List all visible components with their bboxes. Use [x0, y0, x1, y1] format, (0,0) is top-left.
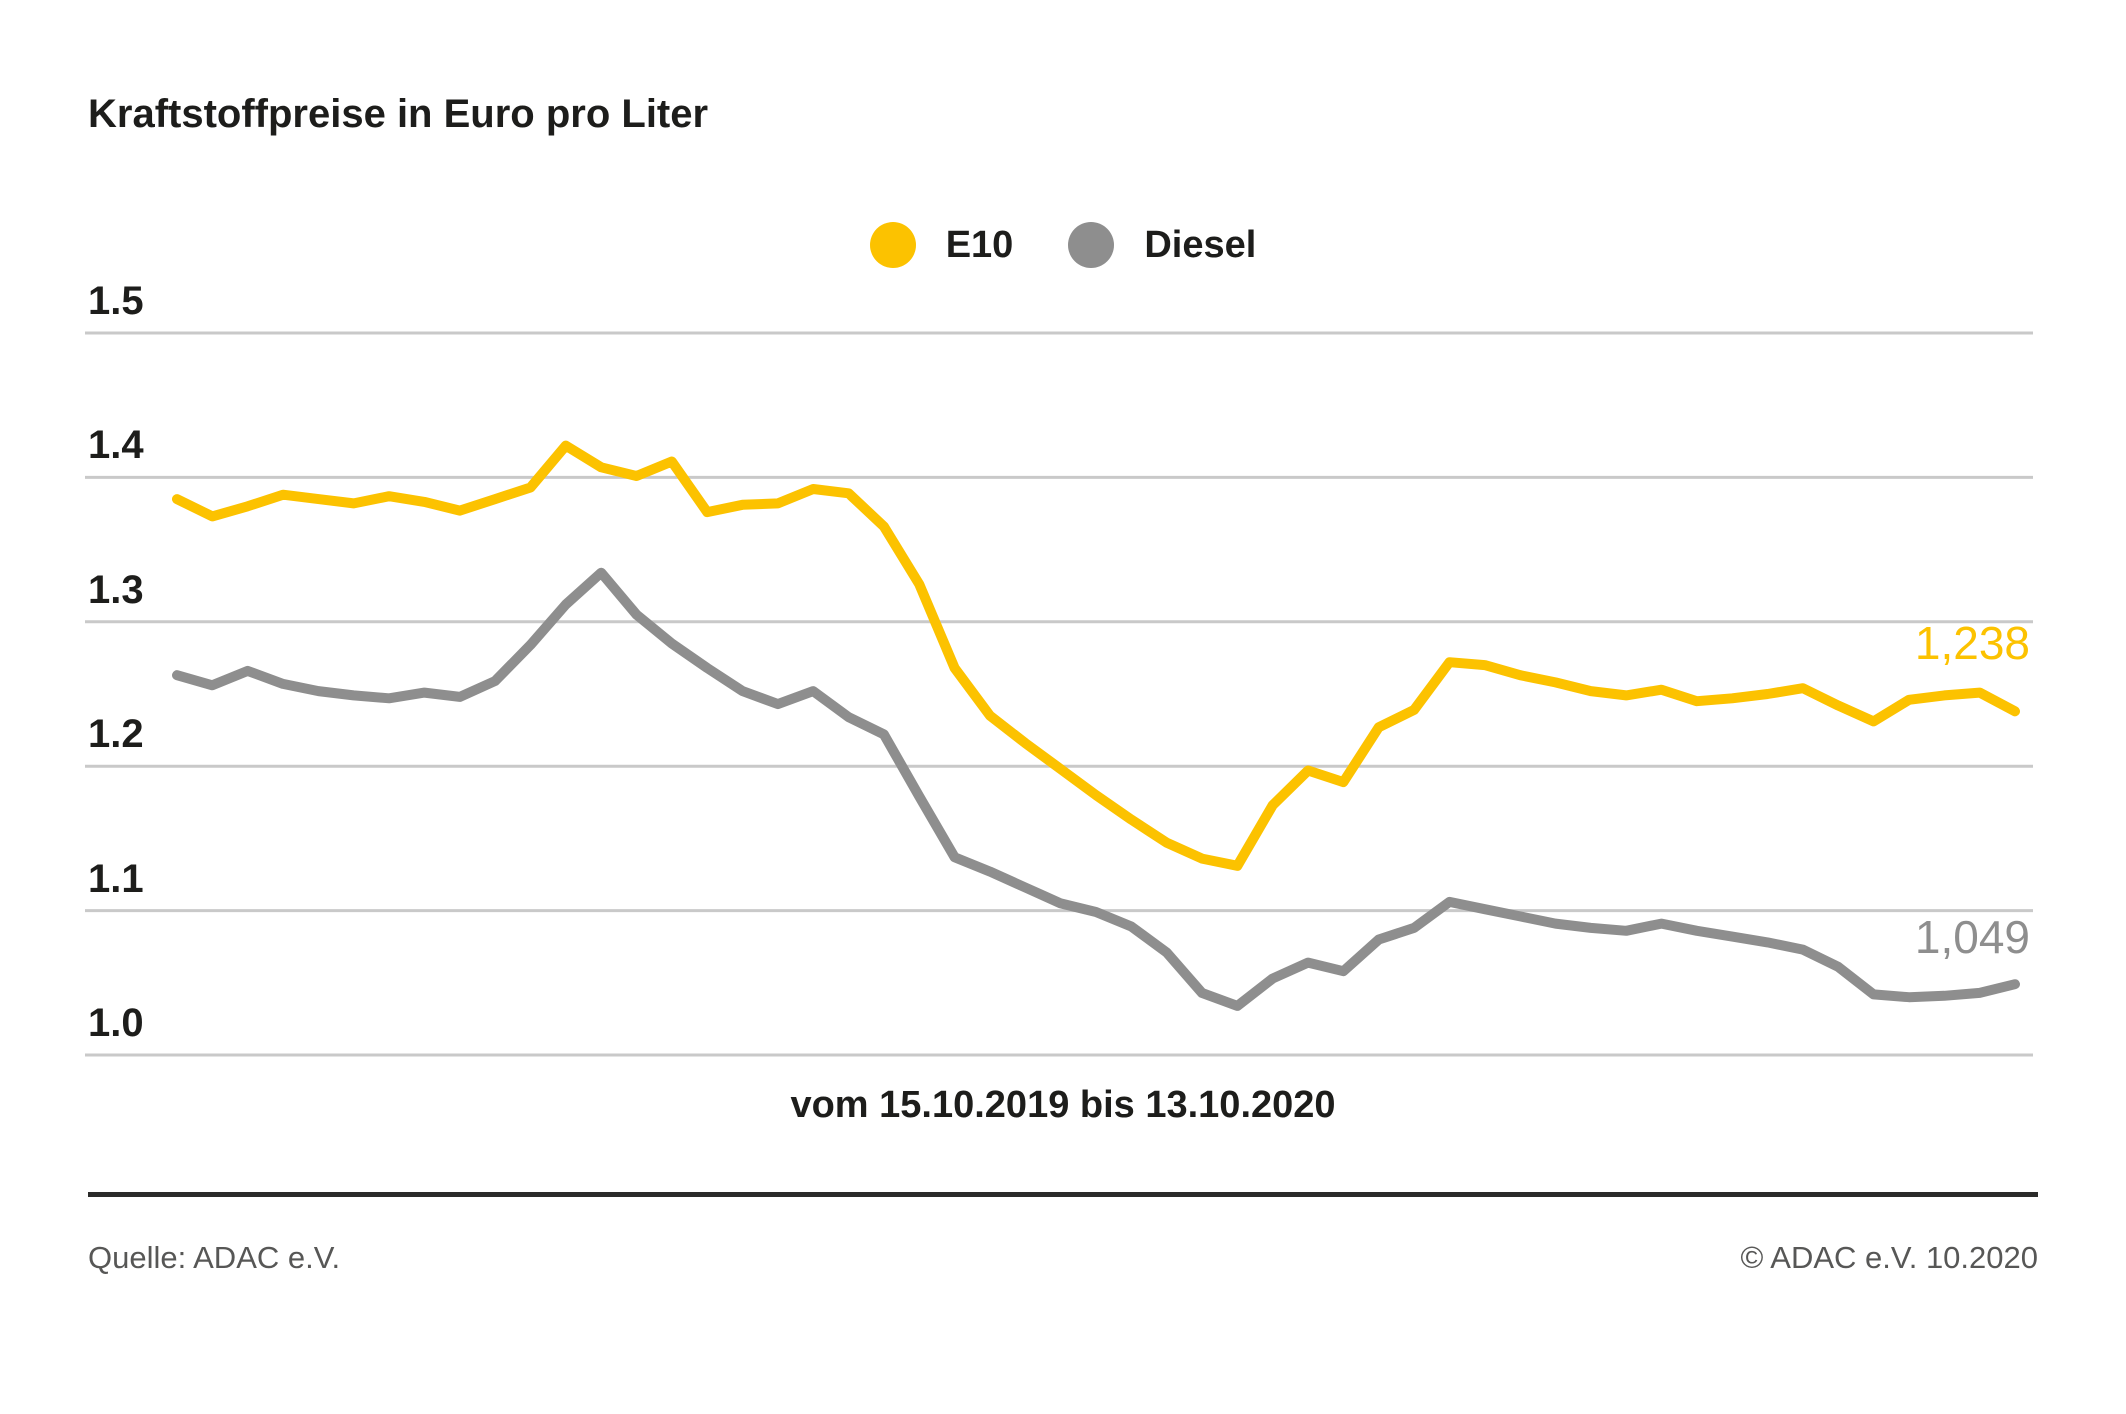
legend-dot-diesel-icon	[1068, 222, 1115, 268]
copyright-note: © ADAC e.V. 10.2020	[1740, 1240, 2038, 1275]
series-end-value-diesel: 1,049	[1914, 911, 2030, 963]
series-line-e10	[172, 440, 2020, 871]
legend-item-diesel: Diesel	[1068, 222, 1256, 268]
y-axis-tick-label: 1.2	[88, 712, 144, 757]
legend-label-diesel: Diesel	[1144, 223, 1257, 266]
legend-item-e10: E10	[869, 222, 1014, 268]
y-axis-tick-label: 1.1	[88, 856, 144, 901]
series-end-value-e10: 1,238	[1914, 617, 2030, 669]
y-axis-tick-label: 1.0	[88, 1001, 144, 1045]
legend-label-e10: E10	[945, 223, 1014, 266]
series-line-diesel	[172, 567, 2020, 1011]
footer-divider	[88, 1192, 2038, 1197]
source-note: Quelle: ADAC e.V.	[88, 1240, 341, 1275]
legend: E10 Diesel	[0, 222, 2126, 268]
y-axis-tick-label: 1.4	[88, 423, 144, 468]
y-axis-tick-label: 1.3	[88, 567, 144, 612]
legend-dot-e10-icon	[869, 222, 916, 268]
y-axis-tick-label: 1.5	[88, 279, 144, 323]
x-axis-label: vom 15.10.2019 bis 13.10.2020	[790, 1084, 1336, 1126]
page-title: Kraftstoffpreise in Euro pro Liter	[88, 92, 709, 136]
